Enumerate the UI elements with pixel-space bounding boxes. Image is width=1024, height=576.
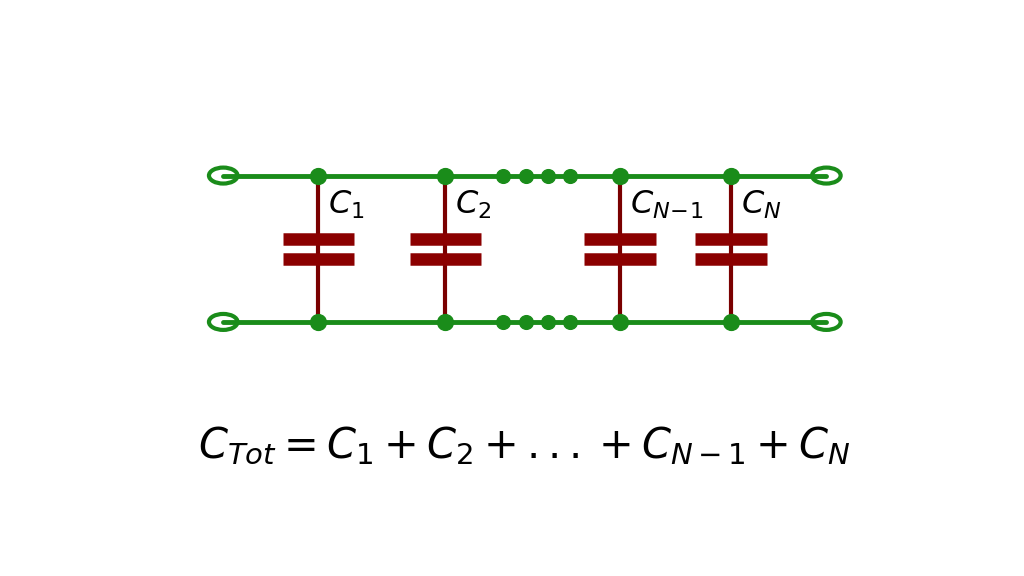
Point bbox=[310, 317, 327, 327]
Point bbox=[496, 171, 512, 180]
Text: $C_{N\!-\!1}$: $C_{N\!-\!1}$ bbox=[630, 188, 703, 221]
Text: $C_N$: $C_N$ bbox=[740, 188, 781, 221]
Point bbox=[562, 171, 579, 180]
Point bbox=[723, 171, 739, 180]
Point bbox=[562, 317, 579, 327]
Text: $C_2$: $C_2$ bbox=[455, 188, 492, 221]
Point bbox=[437, 317, 454, 327]
Point bbox=[540, 317, 556, 327]
Point bbox=[723, 317, 739, 327]
Text: $C_1$: $C_1$ bbox=[328, 188, 365, 221]
Point bbox=[517, 171, 534, 180]
Point bbox=[540, 171, 556, 180]
Point bbox=[611, 317, 628, 327]
Point bbox=[437, 171, 454, 180]
Point bbox=[496, 317, 512, 327]
Point bbox=[611, 171, 628, 180]
Point bbox=[310, 171, 327, 180]
Point bbox=[517, 317, 534, 327]
Text: $\mathit{C}_{\mathit{Tot}} = \mathit{C}_{1} + \mathit{C}_{2} + ... + \mathit{C}_: $\mathit{C}_{\mathit{Tot}} = \mathit{C}_… bbox=[199, 425, 851, 467]
